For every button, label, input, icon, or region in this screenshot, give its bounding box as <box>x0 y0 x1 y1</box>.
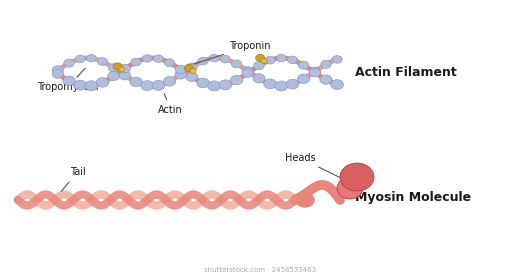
Ellipse shape <box>175 65 186 74</box>
Ellipse shape <box>231 60 242 68</box>
Ellipse shape <box>75 55 85 63</box>
Ellipse shape <box>321 60 331 68</box>
Ellipse shape <box>142 55 152 62</box>
Text: Tail: Tail <box>61 167 85 191</box>
Ellipse shape <box>119 67 125 72</box>
Ellipse shape <box>230 75 243 85</box>
Ellipse shape <box>340 163 374 191</box>
Ellipse shape <box>86 55 96 62</box>
Ellipse shape <box>74 80 87 90</box>
Ellipse shape <box>63 76 75 86</box>
Ellipse shape <box>256 54 265 61</box>
Ellipse shape <box>197 78 210 88</box>
Ellipse shape <box>296 193 314 207</box>
Ellipse shape <box>141 81 154 91</box>
Ellipse shape <box>119 71 131 80</box>
Ellipse shape <box>208 81 221 91</box>
Ellipse shape <box>152 80 165 90</box>
Ellipse shape <box>64 59 74 67</box>
Ellipse shape <box>210 54 219 62</box>
Ellipse shape <box>265 56 275 64</box>
Ellipse shape <box>185 64 193 71</box>
Text: Heads: Heads <box>285 153 343 179</box>
Ellipse shape <box>164 59 175 67</box>
Ellipse shape <box>297 74 310 83</box>
Ellipse shape <box>120 64 131 73</box>
Ellipse shape <box>277 54 286 62</box>
Ellipse shape <box>190 69 196 73</box>
Ellipse shape <box>288 56 297 64</box>
Ellipse shape <box>332 56 342 63</box>
Ellipse shape <box>242 69 254 78</box>
Ellipse shape <box>108 64 119 72</box>
Ellipse shape <box>254 62 264 70</box>
Ellipse shape <box>96 78 109 87</box>
Text: Troponin: Troponin <box>193 41 270 64</box>
Text: shutterstock.com · 2458533463: shutterstock.com · 2458533463 <box>204 267 316 273</box>
Ellipse shape <box>186 72 198 81</box>
Ellipse shape <box>220 55 230 63</box>
Ellipse shape <box>163 76 176 86</box>
Text: Actin: Actin <box>158 94 183 115</box>
Ellipse shape <box>53 66 63 74</box>
Ellipse shape <box>298 61 309 69</box>
Ellipse shape <box>52 69 63 78</box>
Ellipse shape <box>286 79 299 89</box>
Ellipse shape <box>331 80 344 90</box>
Text: Actin Filament: Actin Filament <box>355 66 457 78</box>
Ellipse shape <box>337 177 363 199</box>
Ellipse shape <box>85 81 98 91</box>
Text: Myosin Molecule: Myosin Molecule <box>355 190 471 204</box>
Ellipse shape <box>261 59 267 64</box>
Ellipse shape <box>108 71 120 81</box>
Ellipse shape <box>219 80 232 90</box>
Ellipse shape <box>320 75 332 84</box>
Ellipse shape <box>187 63 197 71</box>
Ellipse shape <box>113 63 122 70</box>
Ellipse shape <box>309 68 320 77</box>
Ellipse shape <box>242 67 253 75</box>
Ellipse shape <box>130 77 142 87</box>
Ellipse shape <box>198 57 208 65</box>
Ellipse shape <box>275 81 288 91</box>
Ellipse shape <box>175 70 187 79</box>
Ellipse shape <box>131 58 141 66</box>
Ellipse shape <box>97 58 108 66</box>
Ellipse shape <box>253 74 265 83</box>
Ellipse shape <box>153 55 163 62</box>
Ellipse shape <box>309 67 320 76</box>
Ellipse shape <box>264 79 277 89</box>
Text: Tropomyosin: Tropomyosin <box>37 68 99 92</box>
